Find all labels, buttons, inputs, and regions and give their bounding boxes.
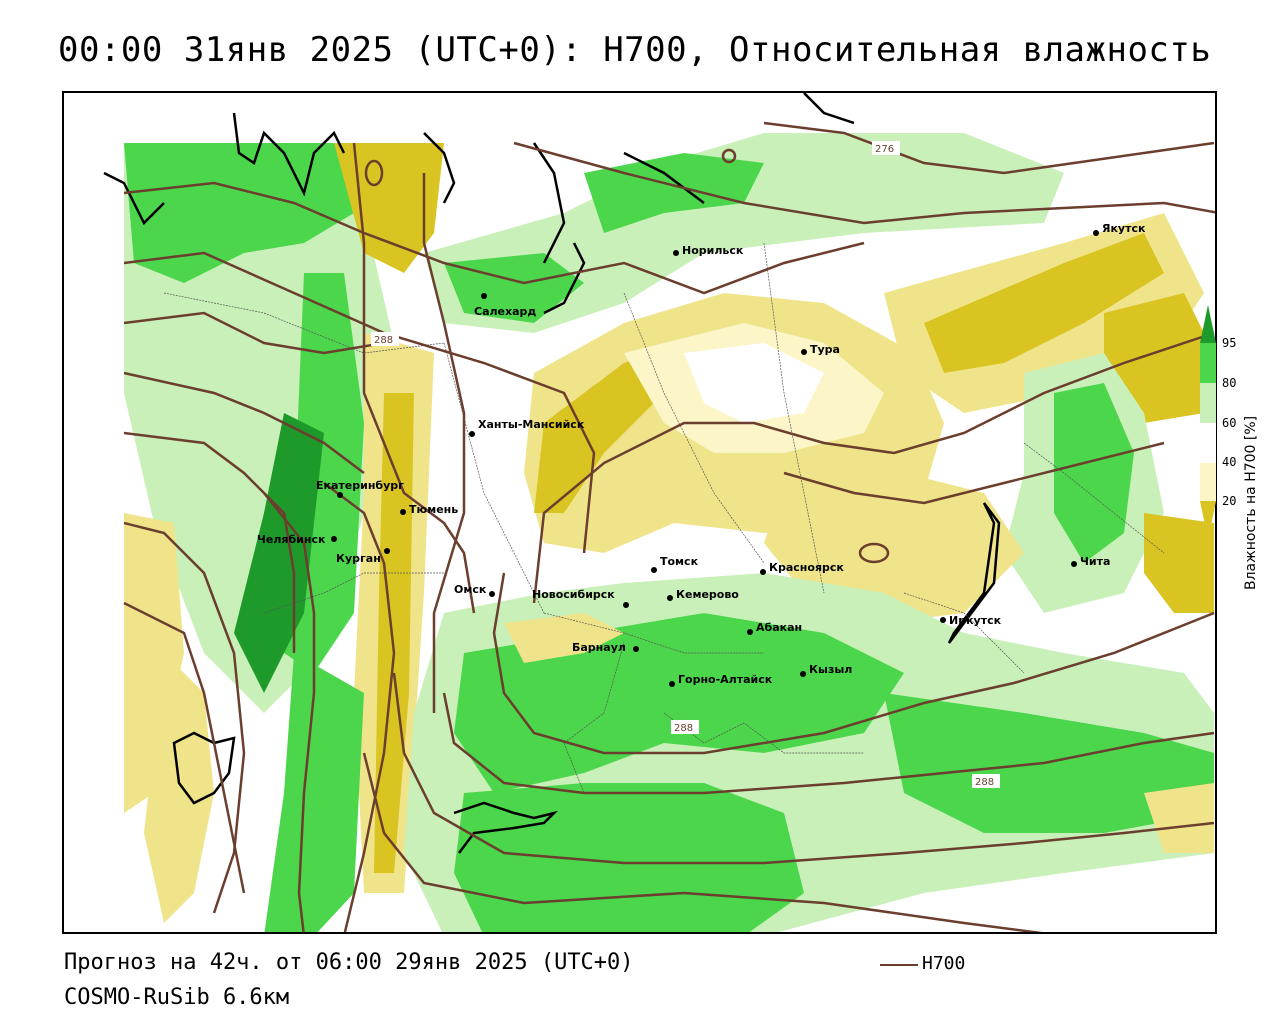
svg-text:Чита: Чита [1080,555,1110,568]
city-tyumen: Тюмень [400,503,458,516]
svg-text:276: 276 [875,144,894,155]
svg-text:Тура: Тура [810,343,840,356]
colorbar-tick: 40 [1222,455,1237,469]
contour-label: 288 [371,332,399,346]
city-novosibirsk: Новосибирск [532,588,629,608]
svg-text:Абакан: Абакан [756,621,802,634]
city-chelyabinsk: Челябинск [257,533,337,546]
contour-legend-line [880,964,918,966]
city-kurgan: Курган [336,548,390,565]
city-norilsk: Норильск [673,244,744,257]
colorbar-tick: 20 [1222,494,1237,508]
svg-text:Горно-Алтайск: Горно-Алтайск [678,673,773,686]
svg-text:Салехард: Салехард [474,305,536,318]
colorbar-band-40-60 [1200,423,1216,463]
colorbar-title: Влажность на H700 [%] [1243,415,1259,590]
svg-text:Якутск: Якутск [1102,222,1146,235]
contour-labels: 276 288 288 288 [371,141,1000,788]
svg-text:288: 288 [674,723,693,734]
humidity-map: 276 288 288 288 Якутск Норильск Салехард… [62,91,1217,934]
svg-text:Ханты-Мансийск: Ханты-Мансийск [478,418,585,431]
contour-label: 276 [872,141,900,155]
svg-text:Новосибирск: Новосибирск [532,588,615,601]
svg-text:Челябинск: Челябинск [257,533,326,546]
svg-text:288: 288 [374,335,393,346]
svg-text:Томск: Томск [660,555,699,568]
city-chita: Чита [1071,555,1110,568]
model-name: COSMO-RuSib 6.6км [64,985,290,1010]
city-kemerovo: Кемерово [667,588,739,601]
city-salekhard: Салехард [474,293,536,318]
colorbar-top-arrow [1200,305,1216,343]
colorbar-band-60-80 [1200,383,1216,423]
cities: Якутск Норильск Салехард Тура Ханты-Манс… [257,222,1146,687]
forecast-info: Прогноз на 42ч. от 06:00 29янв 2025 (UTC… [64,950,634,975]
humidity-fields [64,93,1215,932]
contour-label: 288 [972,774,1000,788]
city-omsk: Омск [454,583,495,597]
contour-label: 288 [671,720,699,734]
colorbar-tick: 95 [1222,336,1237,350]
svg-text:Кемерово: Кемерово [676,588,739,601]
svg-text:Норильск: Норильск [682,244,744,257]
colorbar-band-20-40 [1200,463,1216,501]
svg-text:Курган: Курган [336,552,381,565]
colorbar-bottom-arrow [1200,501,1216,540]
city-tomsk: Томск [651,555,699,573]
city-khanty-mansiysk: Ханты-Мансийск [469,418,585,437]
svg-text:Тюмень: Тюмень [409,503,458,516]
h700-contours [123,121,1215,932]
city-krasnoyarsk: Красноярск [760,561,844,575]
humidity-colorbar [1200,305,1216,540]
coastlines [103,93,1001,854]
contour-legend-label: H700 [922,953,966,974]
svg-text:Екатеринбург: Екатеринбург [316,479,404,492]
city-gorno-altaysk: Горно-Алтайск [669,673,773,687]
map-title: 00:00 31янв 2025 (UTC+0): H700, Относите… [58,30,1212,70]
colorbar-band-80-95 [1200,343,1216,383]
svg-text:Кызыл: Кызыл [809,663,852,676]
colorbar-tick: 80 [1222,376,1237,390]
city-irkutsk: Иркутск [940,614,1002,627]
svg-text:288: 288 [975,777,994,788]
svg-text:Барнаул: Барнаул [572,641,626,654]
city-barnaul: Барнаул [572,641,639,654]
svg-text:Красноярск: Красноярск [769,561,844,574]
city-tura: Тура [801,343,840,356]
city-yakutsk: Якутск [1093,222,1146,236]
colorbar-tick: 60 [1222,416,1237,430]
city-kyzyl: Кызыл [800,663,852,677]
svg-text:Иркутск: Иркутск [949,614,1002,627]
map-canvas: 276 288 288 288 Якутск Норильск Салехард… [64,93,1215,932]
city-abakan: Абакан [747,621,802,635]
svg-text:Омск: Омск [454,583,487,596]
city-yekaterinburg: Екатеринбург [316,479,404,498]
